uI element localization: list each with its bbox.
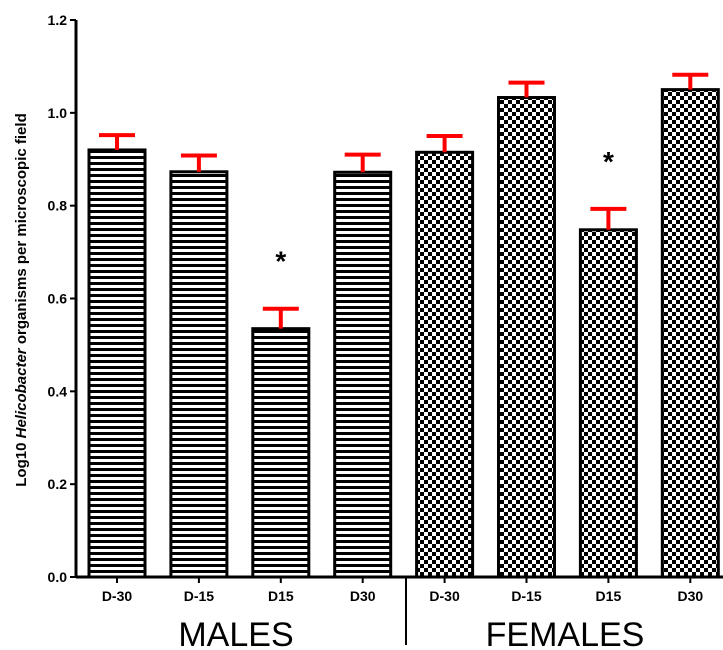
- bar: [87, 148, 147, 579]
- y-tick-label: 0.8: [48, 198, 68, 214]
- x-tick-label: D15: [268, 588, 294, 604]
- x-tick-labels: D-30 D-15 D15 D30 D-30 D-15 D15 D30: [102, 588, 704, 604]
- y-tick-label: 1.0: [48, 105, 68, 121]
- x-tick-label: D-15: [511, 588, 542, 604]
- y-tick-label: 0.4: [48, 383, 68, 399]
- group-label-females: FEMALES: [486, 616, 645, 650]
- bar: [660, 88, 720, 579]
- y-tick-label: 0.0: [48, 569, 68, 585]
- significance-markers: **: [275, 146, 614, 277]
- x-tick-label: D15: [596, 588, 622, 604]
- bar: [169, 170, 229, 579]
- bar: [578, 228, 638, 579]
- x-tick-label: D-15: [184, 588, 215, 604]
- error-bars: [99, 72, 709, 329]
- bar: [415, 150, 475, 579]
- bar: [333, 170, 393, 579]
- significance-star: *: [603, 146, 614, 177]
- significance-star: *: [275, 246, 286, 277]
- y-axis-label: Log10 Helicobacter organisms per microsc…: [13, 113, 30, 486]
- bars: [87, 88, 720, 579]
- x-tick-label: D-30: [102, 588, 133, 604]
- y-tick-label: 1.2: [48, 12, 68, 28]
- x-tick-label: D30: [350, 588, 376, 604]
- bar: [497, 96, 556, 579]
- y-tick-label: 0.6: [48, 291, 68, 307]
- x-tick-label: D30: [677, 588, 703, 604]
- bar: [251, 327, 311, 579]
- x-tick-label: D-30: [429, 588, 460, 604]
- y-tick-label: 0.2: [48, 476, 68, 492]
- group-label-males: MALES: [178, 616, 293, 650]
